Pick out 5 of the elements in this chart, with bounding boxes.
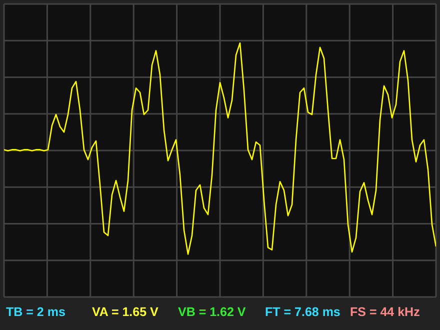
text: FS = 44 kHz	[350, 305, 420, 319]
text: TB = 2 ms	[6, 305, 66, 319]
text: VB = 1.62 V	[178, 305, 246, 319]
text: FT = 7.68 ms	[265, 305, 340, 319]
text: VA = 1.65 V	[92, 305, 158, 319]
